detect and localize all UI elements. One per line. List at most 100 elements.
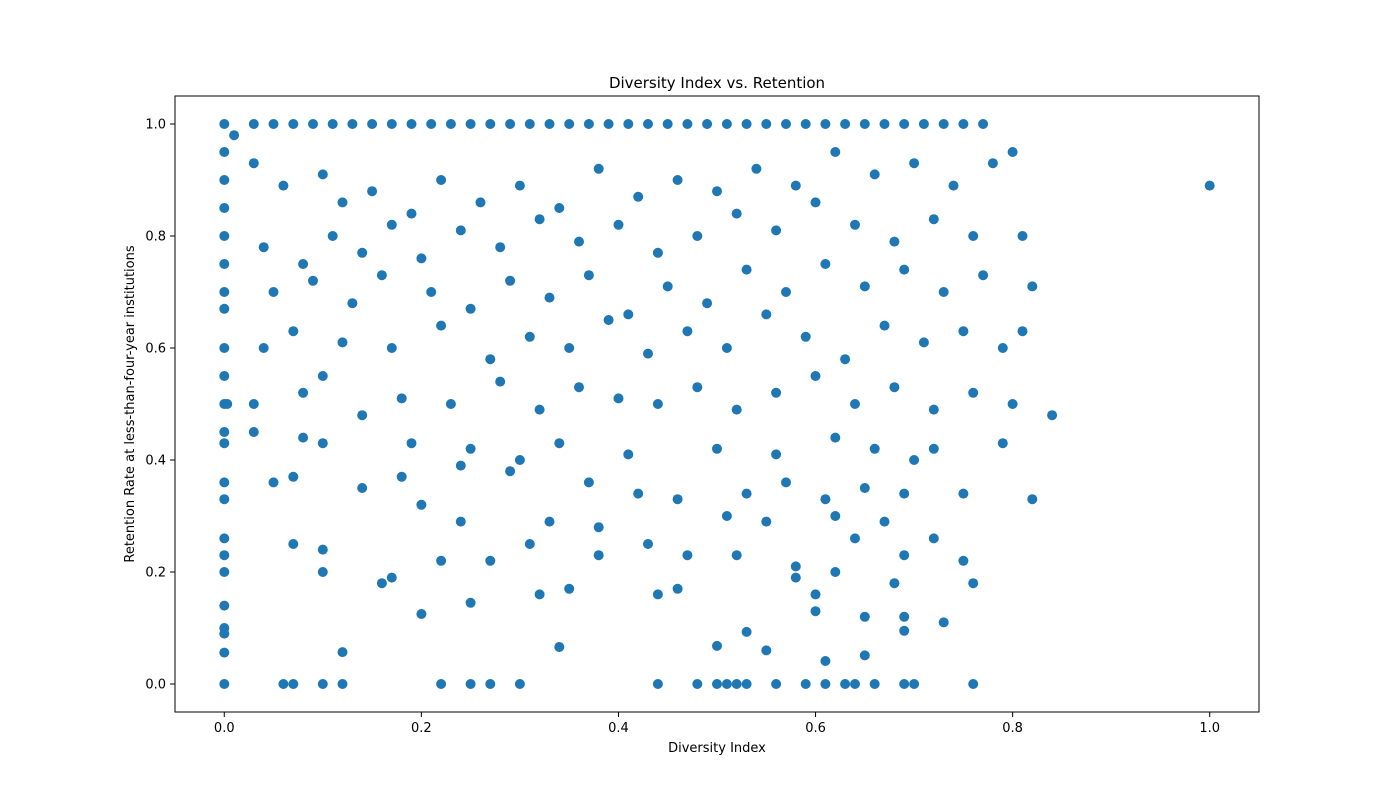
data-point xyxy=(938,119,949,129)
data-point xyxy=(899,488,910,499)
data-point xyxy=(219,203,230,213)
data-point xyxy=(899,264,910,275)
data-point xyxy=(731,550,742,561)
data-point xyxy=(298,259,309,269)
data-point xyxy=(327,231,338,241)
data-point xyxy=(909,455,920,465)
data-point xyxy=(288,539,299,549)
data-point xyxy=(1047,410,1058,421)
data-point xyxy=(652,679,663,689)
data-point xyxy=(396,471,407,482)
data-point xyxy=(485,119,496,129)
data-point xyxy=(869,169,880,180)
data-point xyxy=(879,320,890,331)
data-point xyxy=(682,326,693,337)
data-point xyxy=(219,303,230,314)
data-point xyxy=(308,119,318,129)
data-point xyxy=(810,371,821,381)
data-point xyxy=(593,522,604,533)
data-point xyxy=(1017,231,1028,241)
data-point xyxy=(899,679,910,689)
points-layer xyxy=(219,119,1215,689)
data-point xyxy=(643,348,653,359)
data-point xyxy=(436,320,447,331)
data-point xyxy=(840,679,851,689)
data-point xyxy=(672,494,683,505)
data-point xyxy=(593,163,604,174)
data-point xyxy=(978,270,989,281)
data-point xyxy=(574,382,584,393)
data-point xyxy=(712,679,722,689)
data-point xyxy=(416,499,427,510)
data-point xyxy=(1027,281,1038,292)
data-point xyxy=(968,578,979,589)
plot-frame xyxy=(174,95,1260,713)
data-point xyxy=(248,399,259,409)
data-point xyxy=(958,119,969,129)
data-point xyxy=(505,466,516,477)
data-point xyxy=(928,533,939,544)
data-point xyxy=(613,219,624,230)
x-tick-label: 0.0 xyxy=(214,721,235,736)
data-point xyxy=(583,119,594,129)
data-point xyxy=(229,130,240,141)
data-point xyxy=(455,460,466,471)
data-point xyxy=(790,561,801,572)
data-point xyxy=(741,488,752,499)
data-point xyxy=(524,331,535,342)
data-point xyxy=(386,119,397,129)
data-point xyxy=(859,281,870,292)
data-point xyxy=(337,197,348,208)
data-point xyxy=(859,119,870,129)
data-point xyxy=(761,309,772,320)
data-point xyxy=(643,119,653,129)
data-point xyxy=(1204,180,1215,191)
data-point xyxy=(958,488,969,499)
data-point xyxy=(317,438,328,449)
data-point xyxy=(859,650,870,661)
data-point xyxy=(485,555,496,566)
y-tick-label: 0.4 xyxy=(145,454,166,469)
data-point xyxy=(662,119,673,129)
data-point xyxy=(712,640,722,651)
data-point xyxy=(830,432,841,443)
x-tick-label: 0.6 xyxy=(805,721,826,736)
x-tick-label: 0.4 xyxy=(608,721,629,736)
data-point xyxy=(899,119,910,129)
data-point xyxy=(347,298,358,309)
data-point xyxy=(987,158,998,169)
data-point xyxy=(869,443,880,454)
data-point xyxy=(564,119,575,129)
data-point xyxy=(416,253,427,264)
data-point xyxy=(544,516,555,527)
data-point xyxy=(455,225,466,236)
data-point xyxy=(830,147,841,157)
data-point xyxy=(889,382,900,393)
data-point xyxy=(692,679,703,689)
data-point xyxy=(376,270,387,281)
data-point xyxy=(386,343,397,353)
data-point xyxy=(899,550,910,561)
data-point xyxy=(978,119,989,129)
x-axis-ticks: 0.0 0.2 0.4 0.6 0.8 1.0 xyxy=(214,712,1220,736)
data-point xyxy=(702,119,713,129)
data-point xyxy=(731,679,742,689)
data-point xyxy=(219,679,230,689)
data-point xyxy=(800,119,811,129)
data-point xyxy=(583,477,594,488)
data-point xyxy=(652,589,663,600)
data-point xyxy=(219,231,230,241)
data-point xyxy=(643,539,653,549)
data-point xyxy=(455,516,466,527)
data-point xyxy=(219,175,230,185)
data-point xyxy=(633,191,644,202)
data-point xyxy=(445,399,456,409)
data-point xyxy=(820,119,831,129)
data-point xyxy=(899,625,910,636)
data-point xyxy=(564,343,575,353)
data-point xyxy=(1007,147,1018,157)
data-point xyxy=(879,119,890,129)
data-point xyxy=(702,298,713,309)
data-point xyxy=(396,393,407,404)
data-point xyxy=(958,326,969,337)
